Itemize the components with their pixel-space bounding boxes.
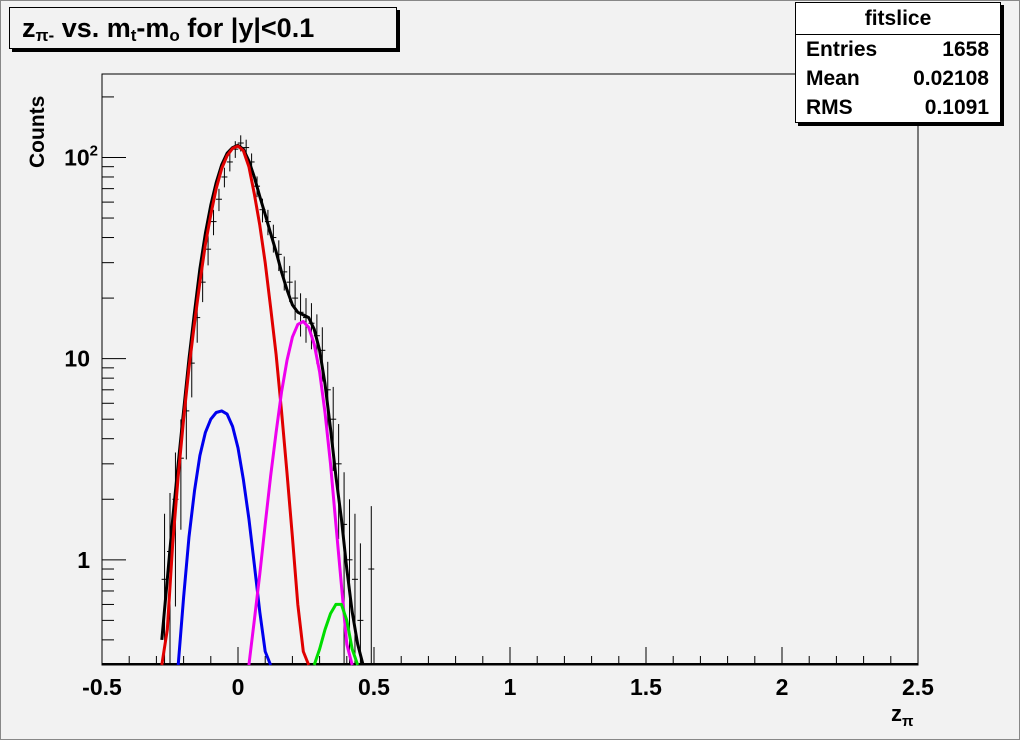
x-tick-label: 0.5 bbox=[358, 674, 390, 700]
stats-value: 0.1091 bbox=[924, 96, 989, 119]
fit-curve bbox=[160, 144, 311, 666]
title-dash-sub: o bbox=[169, 26, 180, 45]
x-axis-label-main: z bbox=[891, 701, 902, 726]
fit-curve bbox=[176, 409, 272, 666]
stats-value: 1658 bbox=[942, 38, 989, 61]
data-point bbox=[357, 543, 364, 665]
title-mid-sub: t bbox=[130, 26, 137, 45]
x-tick-label: -0.5 bbox=[82, 674, 122, 700]
fit-curves bbox=[102, 143, 918, 666]
x-axis-label: zπ bbox=[891, 701, 914, 730]
x-tick-label: 0 bbox=[232, 674, 245, 700]
x-tick-label: 2 bbox=[776, 674, 789, 700]
stats-label: Mean bbox=[806, 67, 860, 90]
y-tick-label-exponent: 2 bbox=[90, 142, 98, 159]
stats-box: fitslice Entries 1658 Mean 0.02108 RMS 0.10… bbox=[795, 2, 1001, 123]
y-axis-ticks bbox=[102, 96, 126, 666]
x-axis-tick-labels: -0.5 0 0.5 1 1.5 2 2.5 bbox=[82, 674, 934, 700]
stats-row-entries: Entries 1658 bbox=[796, 35, 1000, 64]
y-tick-label: 102 bbox=[64, 142, 98, 170]
title-prefix-sub: π- bbox=[35, 26, 55, 45]
y-axis-label: Counts bbox=[26, 96, 49, 168]
stats-row-rms: RMS 0.1091 bbox=[796, 93, 1000, 122]
stats-label: Entries bbox=[806, 38, 878, 61]
y-tick-label: 1 bbox=[77, 547, 90, 573]
data-point bbox=[210, 209, 217, 236]
stats-value: 0.02108 bbox=[913, 67, 989, 90]
title-prefix: z bbox=[22, 13, 36, 43]
x-tick-label: 2.5 bbox=[902, 674, 934, 700]
fit-curve bbox=[247, 320, 354, 666]
plot-frame bbox=[101, 73, 919, 666]
x-tick-label: 1.5 bbox=[630, 674, 662, 700]
stats-row-mean: Mean 0.02108 bbox=[796, 64, 1000, 93]
data-point bbox=[351, 513, 358, 665]
data-point bbox=[335, 424, 342, 540]
title-mid: vs. m bbox=[54, 13, 131, 43]
fit-curve bbox=[312, 602, 360, 666]
data-point bbox=[215, 188, 222, 212]
x-axis-label-sub: π bbox=[902, 713, 914, 730]
data-point bbox=[368, 506, 375, 665]
data-point bbox=[292, 280, 299, 321]
x-tick-label: 1 bbox=[504, 674, 517, 700]
y-tick-label-base: 10 bbox=[64, 144, 90, 170]
title-suffix: for |y|<0.1 bbox=[179, 13, 315, 43]
title-dash: -m bbox=[136, 13, 170, 43]
stats-name: fitslice bbox=[796, 3, 1000, 35]
y-tick-label: 10 bbox=[64, 346, 90, 372]
data-point bbox=[226, 153, 233, 172]
data-point bbox=[221, 167, 228, 188]
stats-label: RMS bbox=[806, 96, 853, 119]
chart-title: zπ- vs. mt-mo for |y|<0.1 bbox=[9, 7, 397, 49]
